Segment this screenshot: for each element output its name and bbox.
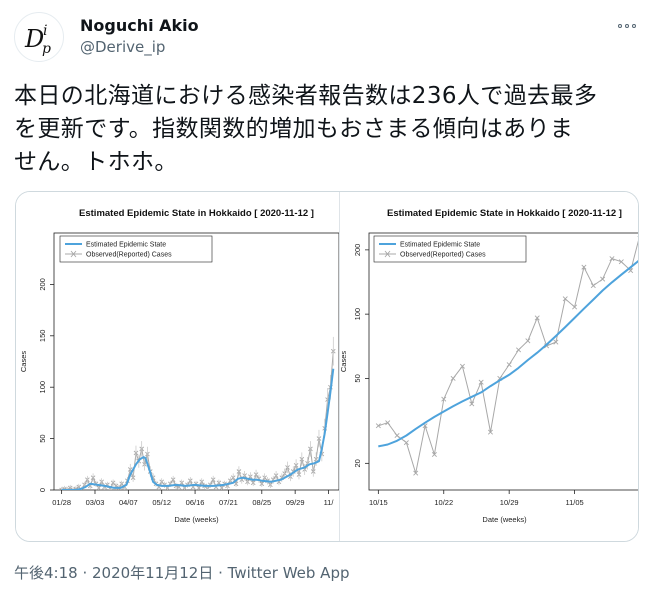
observed-point: [553, 339, 559, 345]
more-options-button[interactable]: [612, 16, 642, 36]
x-tick-label: 08/25: [252, 498, 271, 507]
svg-text:i: i: [43, 23, 47, 39]
dot-icon: [625, 24, 629, 28]
plot-frame: [53, 232, 339, 491]
legend-estimated-label: Estimated Epidemic State: [86, 242, 166, 249]
y-axis-label: Cases: [340, 351, 348, 373]
observed-point: [469, 401, 475, 407]
y-tick-label: 20: [353, 459, 362, 467]
tweet-meta: 午後4:18 · 2020年11月12日 · Twitter Web App: [14, 562, 350, 583]
observed-point: [572, 304, 578, 310]
tweet-text-line: を更新です。指数関数的増加もおさまる傾向はありま: [14, 116, 574, 142]
chart-svg: Estimated Epidemic State in Hokkaido [ 2…: [19, 208, 339, 524]
x-tick-label: 04/07: [119, 498, 138, 507]
author-handle[interactable]: @Derive_ip: [80, 38, 166, 56]
x-tick-label: 1: [638, 498, 639, 507]
x-tick-label: 03/03: [86, 498, 105, 507]
observed-point: [590, 283, 596, 289]
observed-point: [431, 451, 437, 458]
observed-point: [618, 259, 624, 265]
observed-point: [394, 432, 400, 439]
y-tick-label: 0: [38, 488, 47, 492]
observed-point: [478, 379, 484, 385]
y-axis-label: Cases: [19, 351, 28, 373]
legend-observed-marker: [70, 250, 77, 258]
observed-point: [65, 487, 70, 490]
dot-icon: [618, 24, 622, 28]
observed-point: [581, 264, 587, 270]
observed-point: [450, 375, 456, 381]
author-name[interactable]: Noguchi Akio: [80, 16, 199, 35]
tweet-source[interactable]: Twitter Web App: [227, 564, 350, 582]
tweet-text: 本日の北海道における感染者報告数は236人で過去最多 を更新です。指数関数的増加…: [14, 80, 644, 179]
tweet-text-line: 本日の北海道における感染者報告数は236人で過去最多: [14, 83, 598, 109]
legend-box: [373, 235, 527, 263]
observed-point: [506, 362, 512, 368]
dot-icon: [632, 24, 636, 28]
y-tick-label: 50: [38, 434, 47, 442]
observed-point: [441, 396, 447, 402]
observed-point: [562, 296, 568, 302]
observed-series-line: [378, 240, 638, 474]
x-tick-label: 05/12: [152, 498, 171, 507]
avatar[interactable]: D i p: [14, 12, 64, 62]
svg-text:D: D: [24, 25, 44, 53]
dp-logo-icon: D i p: [24, 23, 51, 57]
x-tick-label: 10/15: [369, 498, 388, 507]
meta-separator: ·: [213, 564, 228, 582]
tweet-media[interactable]: Estimated Epidemic State in Hokkaido [ 2…: [15, 191, 639, 542]
observed-point: [403, 440, 409, 446]
y-tick-label: 200: [38, 278, 47, 291]
x-tick-label: 11/: [324, 498, 335, 507]
observed-point: [385, 420, 391, 426]
x-tick-label: 10/22: [434, 498, 453, 507]
svg-text:p: p: [42, 41, 51, 57]
x-tick-label: 07/21: [219, 498, 238, 507]
plot-frame: [368, 232, 638, 491]
plot-area: [375, 233, 638, 476]
estimated-series-line: [378, 260, 638, 448]
observed-point: [375, 423, 381, 429]
observed-point: [515, 347, 522, 353]
observed-point: [637, 233, 638, 237]
observed-point: [413, 470, 419, 476]
x-axis-label: Date (weeks): [174, 515, 219, 524]
tweet-time[interactable]: 午後4:18: [14, 564, 78, 582]
chart-linear[interactable]: Estimated Epidemic State in Hokkaido [ 2…: [16, 192, 339, 541]
x-tick-label: 10/29: [500, 498, 519, 507]
legend-observed-label: Observed(Reported) Cases: [400, 252, 486, 259]
observed-point: [600, 276, 606, 282]
y-tick-label: 50: [353, 374, 362, 382]
observed-point: [487, 429, 494, 435]
legend-observed-label: Observed(Reported) Cases: [86, 252, 172, 259]
plot-area: [59, 336, 336, 490]
tweet-text-line: せん。トホホ。: [14, 149, 178, 175]
x-tick-label: 09/29: [286, 498, 305, 507]
y-tick-label: 150: [38, 330, 47, 343]
chart-title: Estimated Epidemic State in Hokkaido [ 2…: [387, 208, 622, 219]
observed-point: [70, 487, 76, 490]
estimated-series-line: [61, 368, 335, 490]
chart-log[interactable]: Estimated Epidemic State in Hokkaido [ 2…: [339, 192, 639, 541]
observed-point: [459, 363, 465, 369]
observed-point: [59, 487, 64, 490]
x-tick-label: 01/28: [52, 498, 71, 507]
observed-point: [609, 256, 615, 262]
y-tick-label: 100: [38, 381, 47, 394]
observed-point: [534, 315, 540, 321]
observed-point: [525, 338, 531, 344]
chart-title: Estimated Epidemic State in Hokkaido [ 2…: [79, 208, 314, 219]
chart-svg: Estimated Epidemic State in Hokkaido [ 2…: [340, 208, 639, 524]
x-axis-label: Date (weeks): [482, 515, 527, 524]
legend-observed-marker: [384, 250, 391, 258]
legend-box: [59, 235, 213, 263]
y-tick-label: 100: [353, 308, 362, 321]
observed-series-line: [61, 351, 334, 490]
y-tick-label: 200: [353, 244, 362, 257]
tweet-date[interactable]: 2020年11月12日: [92, 564, 214, 582]
legend-estimated-label: Estimated Epidemic State: [400, 242, 480, 249]
meta-separator: ·: [77, 564, 92, 582]
x-tick-label: 06/16: [186, 498, 205, 507]
x-tick-label: 11/05: [565, 498, 583, 507]
